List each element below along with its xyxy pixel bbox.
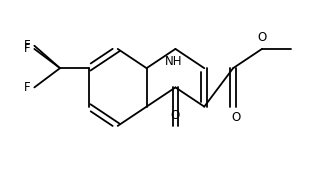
- Text: NH: NH: [165, 55, 183, 68]
- Text: F: F: [24, 39, 31, 52]
- Text: F: F: [24, 42, 31, 55]
- Text: O: O: [231, 111, 240, 124]
- Text: O: O: [171, 109, 180, 122]
- Text: O: O: [257, 31, 267, 44]
- Text: F: F: [24, 81, 31, 94]
